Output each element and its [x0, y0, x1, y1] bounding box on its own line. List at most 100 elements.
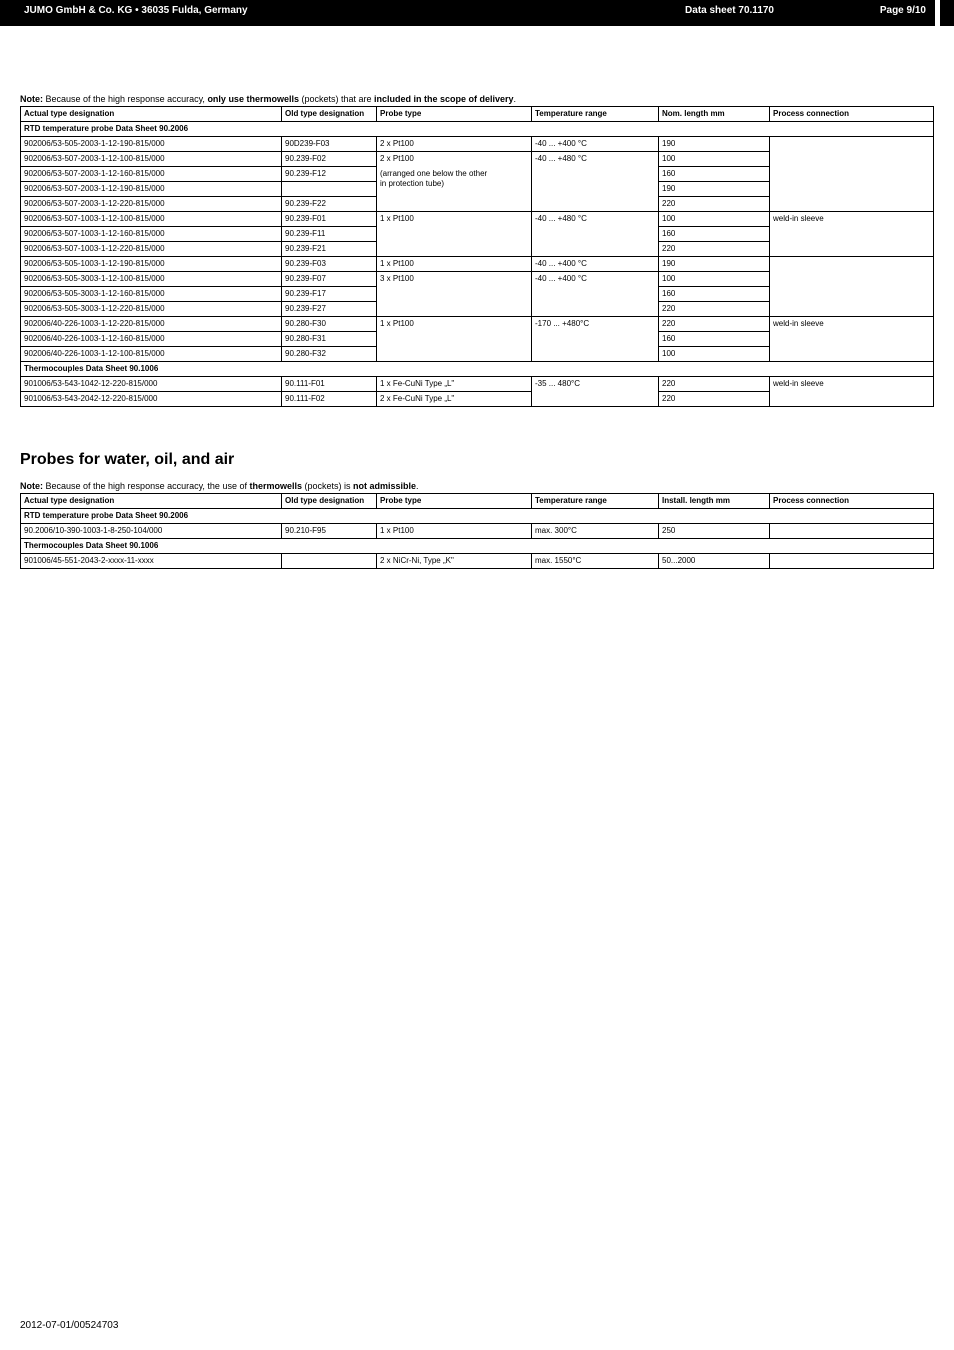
cell [770, 137, 934, 152]
cell: 1 x Fe-CuNi Type „L" [377, 377, 532, 392]
cell: 902006/53-507-2003-1-12-190-815/000 [21, 182, 282, 197]
cell: max. 1550°C [532, 554, 659, 569]
note-1-text-d: included in the scope of delivery [374, 94, 514, 104]
cell: -40 ... +400 °C [532, 137, 659, 152]
cell: 100 [659, 272, 770, 287]
table-row: 902006/53-505-1003-1-12-190-815/000 90.2… [21, 257, 934, 272]
cell: 902006/40-226-1003-1-12-220-815/000 [21, 317, 282, 332]
cell: 901006/45-551-2043-2-xxxx-11-xxxx [21, 554, 282, 569]
cell [770, 257, 934, 272]
col-install-length: Install. length mm [659, 494, 770, 509]
table-row: 902006/53-507-2003-1-12-220-815/000 90.2… [21, 197, 934, 212]
cell [770, 197, 934, 212]
cell: 90.2006/10-390-1003-1-8-250-104/000 [21, 524, 282, 539]
cell [770, 272, 934, 287]
col-probe-type: Probe type [377, 107, 532, 122]
col-nom-length: Nom. length mm [659, 107, 770, 122]
col-temp-range: Temperature range [532, 494, 659, 509]
cell [282, 182, 377, 197]
col-temp-range: Temperature range [532, 107, 659, 122]
cell: 902006/53-507-2003-1-12-220-815/000 [21, 197, 282, 212]
cell: 220 [659, 302, 770, 317]
cell [377, 347, 532, 362]
header-company: JUMO GmbH & Co. KG • 36035 Fulda, German… [24, 5, 248, 16]
cell [770, 332, 934, 347]
note-2-text-c: (pockets) is [302, 481, 353, 491]
cell: 220 [659, 197, 770, 212]
note-2-label: Note: [20, 481, 43, 491]
cell [532, 227, 659, 242]
cell [532, 347, 659, 362]
cell: 50...2000 [659, 554, 770, 569]
note-2-text-b: thermowells [249, 481, 302, 491]
note-1-text-b: only use thermowells [207, 94, 299, 104]
cell: max. 300°C [532, 524, 659, 539]
cell [532, 302, 659, 317]
cell: 160 [659, 167, 770, 182]
cell [532, 197, 659, 212]
cell: 90.239-F21 [282, 242, 377, 257]
cell: 90.239-F03 [282, 257, 377, 272]
table-row: 902006/53-505-2003-1-12-190-815/000 90D2… [21, 137, 934, 152]
table-row: 902006/53-507-1003-1-12-100-815/000 90.2… [21, 212, 934, 227]
table-row: 902006/40-226-1003-1-12-160-815/000 90.2… [21, 332, 934, 347]
cell: 2 x Pt100 [377, 137, 532, 152]
cell: 901006/53-543-2042-12-220-815/000 [21, 392, 282, 407]
table-header-row: Actual type designation Old type designa… [21, 494, 934, 509]
note-2: Note: Because of the high response accur… [20, 481, 934, 491]
section-tc-label: Thermocouples Data Sheet 90.1006 [21, 539, 934, 554]
note-1-label: Note: [20, 94, 43, 104]
table-row: 902006/53-505-3003-1-12-160-815/000 90.2… [21, 287, 934, 302]
cell: 90.239-F12 [282, 167, 377, 182]
cell: 902006/53-505-3003-1-12-220-815/000 [21, 302, 282, 317]
cell: 190 [659, 182, 770, 197]
cell: 220 [659, 377, 770, 392]
cell: 902006/53-505-2003-1-12-190-815/000 [21, 137, 282, 152]
cell [770, 152, 934, 167]
cell: 902006/53-505-3003-1-12-100-815/000 [21, 272, 282, 287]
cell: 220 [659, 317, 770, 332]
cell [770, 287, 934, 302]
cell [532, 332, 659, 347]
table-row: 902006/40-226-1003-1-12-100-815/000 90.2… [21, 347, 934, 362]
merged-line2: in protection tube) [380, 179, 444, 188]
section-rtd-label: RTD temperature probe Data Sheet 90.2006 [21, 509, 934, 524]
cell [377, 197, 532, 212]
section-rtd-label: RTD temperature probe Data Sheet 90.2006 [21, 122, 934, 137]
cell: weld-in sleeve [770, 212, 934, 227]
cell [770, 242, 934, 257]
cell: 90.239-F01 [282, 212, 377, 227]
cell: 2 x Fe-CuNi Type „L" [377, 392, 532, 407]
merged-line1: (arranged one below the other [380, 169, 487, 178]
cell: weld-in sleeve [770, 317, 934, 332]
note-2-text-a: Because of the high response accuracy, t… [43, 481, 249, 491]
cell [770, 347, 934, 362]
cell: 90.239-F27 [282, 302, 377, 317]
cell [532, 392, 659, 407]
note-1-text-c: (pockets) that are [299, 94, 374, 104]
header-gap [935, 0, 940, 26]
cell [770, 524, 934, 539]
cell: 90.111-F02 [282, 392, 377, 407]
note-2-text-e: . [416, 481, 419, 491]
note-1: Note: Because of the high response accur… [20, 94, 934, 104]
cell [282, 554, 377, 569]
cell [377, 242, 532, 257]
cell: 1 x Pt100 [377, 257, 532, 272]
col-actual-type: Actual type designation [21, 494, 282, 509]
cell [770, 554, 934, 569]
cell: 90.239-F07 [282, 272, 377, 287]
cell: 902006/53-507-2003-1-12-160-815/000 [21, 167, 282, 182]
cell: 90.239-F02 [282, 152, 377, 167]
cell: 902006/53-507-1003-1-12-160-815/000 [21, 227, 282, 242]
cell: 90D239-F03 [282, 137, 377, 152]
table-row: 902006/53-507-2003-1-12-100-815/000 90.2… [21, 152, 934, 167]
cell: 902006/53-505-1003-1-12-190-815/000 [21, 257, 282, 272]
col-actual-type: Actual type designation [21, 107, 282, 122]
section-rtd: RTD temperature probe Data Sheet 90.2006 [21, 122, 934, 137]
cell-probe-merged: (arranged one below the otherin protecti… [377, 167, 532, 197]
table-row: 901006/45-551-2043-2-xxxx-11-xxxx 2 x Ni… [21, 554, 934, 569]
cell [532, 182, 659, 197]
cell: 190 [659, 257, 770, 272]
cell: 100 [659, 347, 770, 362]
